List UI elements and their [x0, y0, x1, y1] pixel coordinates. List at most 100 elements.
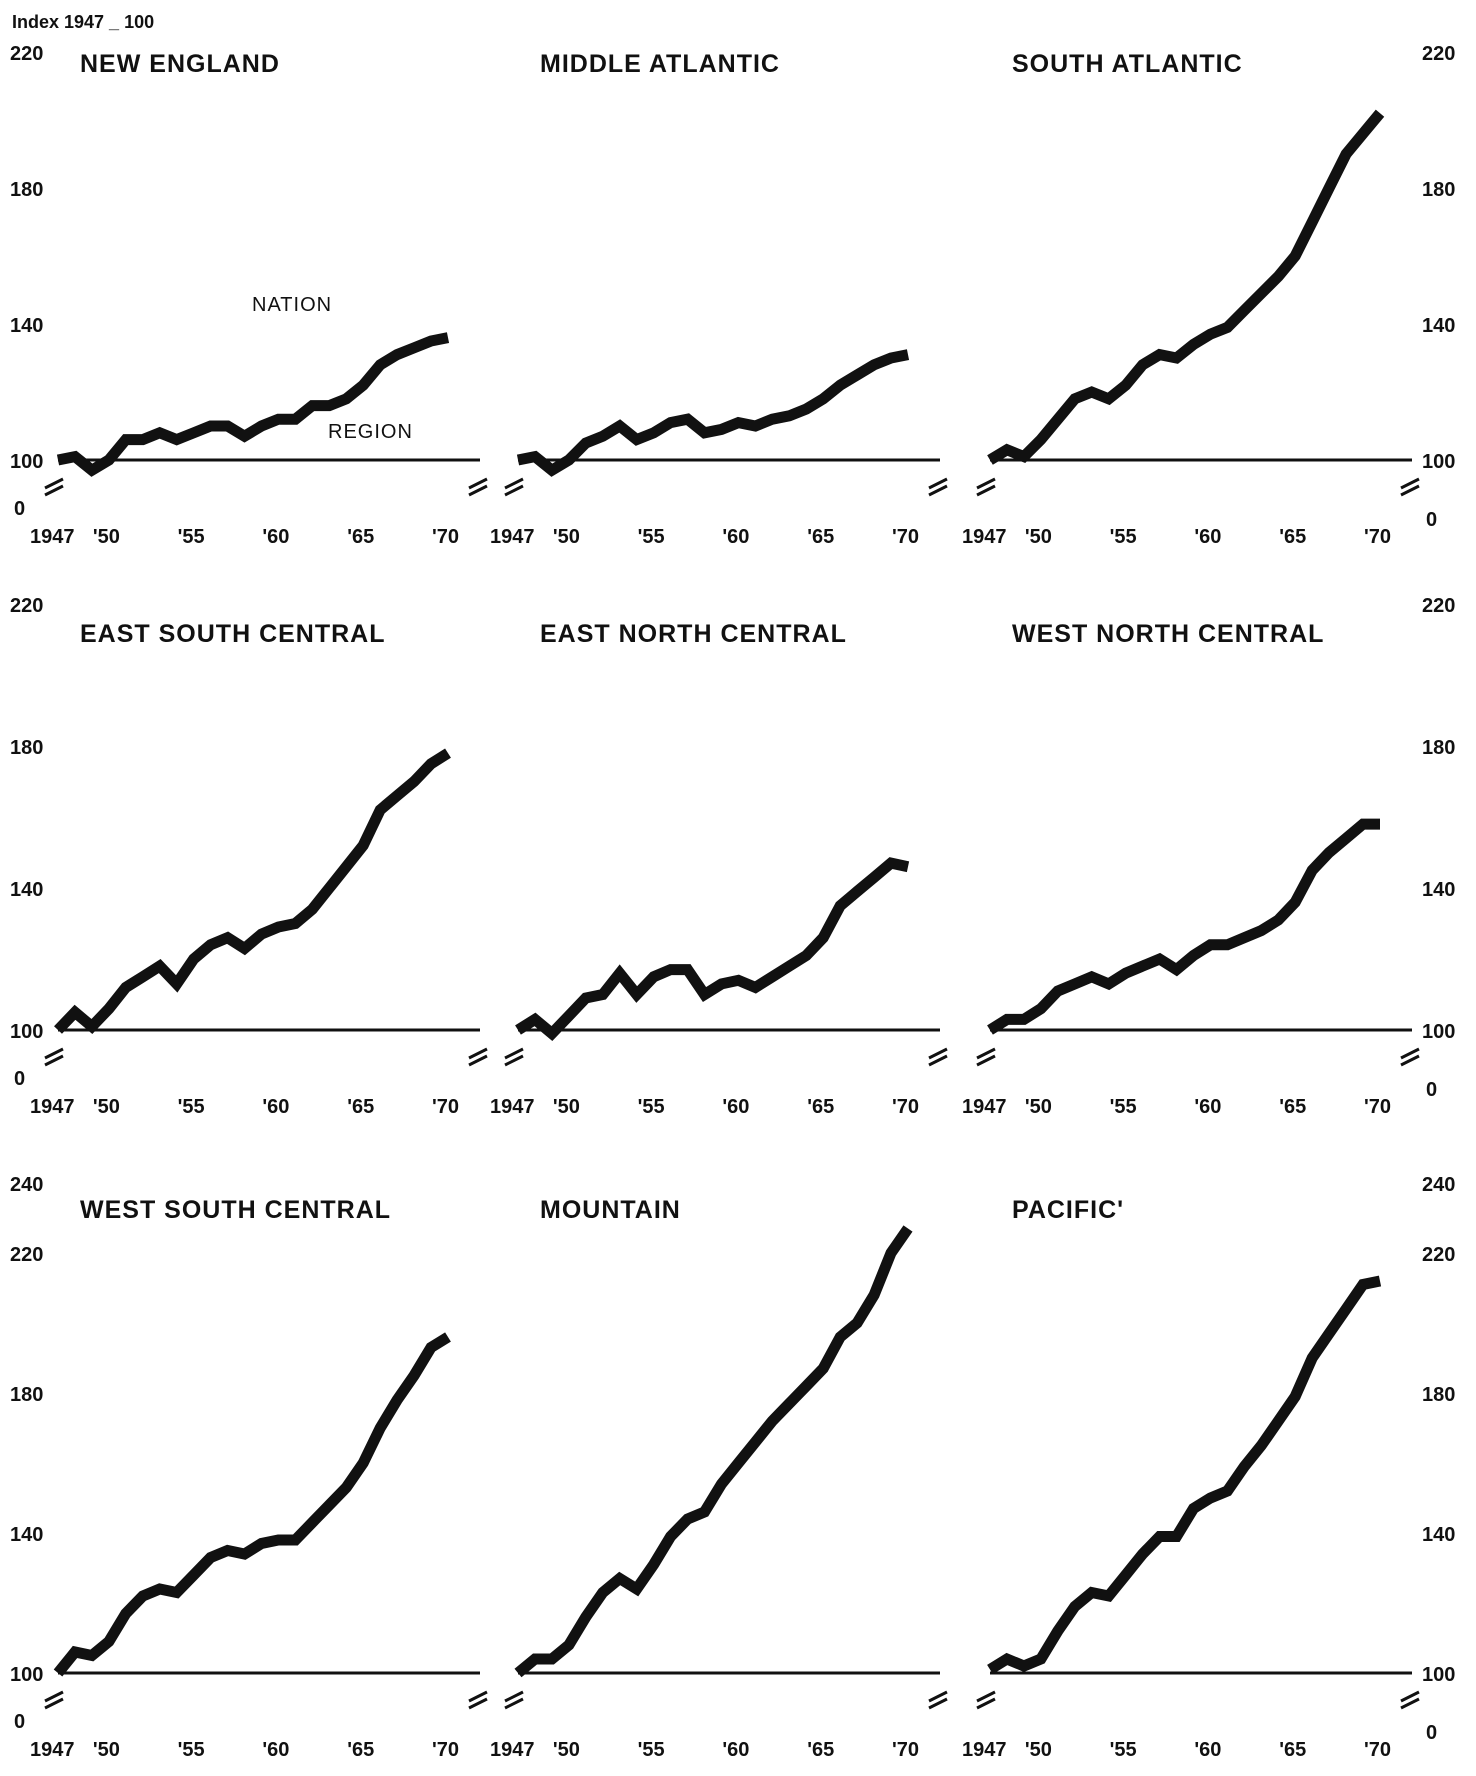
panel-title: SOUTH ATLANTIC	[1012, 50, 1243, 78]
x-tick-label: '60	[1194, 526, 1221, 548]
y-tick-label: 0	[14, 498, 25, 520]
x-tick-label: '60	[722, 526, 749, 548]
region-line	[987, 109, 1385, 465]
y-tick-label: 220	[10, 1244, 43, 1266]
y-tick-label: 140	[10, 1524, 43, 1546]
x-tick-label: '65	[1279, 526, 1306, 548]
panel-title: WEST NORTH CENTRAL	[1012, 620, 1324, 648]
axis-break-mark-left	[504, 477, 524, 497]
x-tick-label: 1947	[30, 1739, 75, 1761]
x-tick-label: '60	[262, 526, 289, 548]
x-tick-label: '70	[432, 1739, 459, 1761]
y-tick-label: 180	[10, 1384, 43, 1406]
x-tick-label: '60	[262, 1739, 289, 1761]
x-tick-label: '65	[1279, 1096, 1306, 1118]
x-tick-label: '55	[638, 1739, 665, 1761]
axis-break-mark-left	[976, 477, 996, 497]
y-tick-label: 140	[10, 879, 43, 901]
x-tick-label: '50	[1025, 1096, 1052, 1118]
x-tick-label: '70	[1364, 1096, 1391, 1118]
x-tick-label: '60	[262, 1096, 289, 1118]
y-tick-label: 0	[1426, 1079, 1437, 1101]
region-line	[516, 349, 910, 477]
index-label: Index 1947 _ 100	[12, 12, 154, 32]
y-tick-label: 0	[14, 1711, 25, 1733]
y-tick-label: 0	[1426, 1722, 1437, 1744]
panel-title: MOUNTAIN	[540, 1196, 681, 1224]
x-tick-label: 1947	[962, 526, 1007, 548]
y-tick-label: 100	[1422, 1021, 1455, 1043]
x-tick-label: '60	[1194, 1739, 1221, 1761]
x-tick-label: '70	[432, 1096, 459, 1118]
region-line	[515, 857, 910, 1042]
x-tick-label: '50	[93, 1739, 120, 1761]
panel-title: NEW ENGLAND	[80, 50, 280, 78]
region-line	[53, 1332, 451, 1677]
y-tick-label: 220	[10, 43, 43, 65]
x-tick-label: '55	[1110, 1096, 1137, 1118]
x-tick-label: '65	[807, 1739, 834, 1761]
x-tick-label: '60	[722, 1739, 749, 1761]
panel-7: WEST SOUTH CENTRAL 1947 '50 '55 '60 '65 '70 100…	[10, 1174, 488, 1761]
x-tick-label: 1947	[962, 1096, 1007, 1118]
y-tick-label: 180	[1422, 179, 1455, 201]
axis-break-mark-left	[976, 1690, 996, 1710]
x-tick-label: '70	[432, 526, 459, 548]
y-tick-label: 140	[1422, 879, 1455, 901]
panel-1: NEW ENGLAND 1947 '50 '55 '60 '65 '70 100 140 180 2…	[10, 43, 488, 548]
y-tick-label: 140	[10, 315, 43, 337]
panel-title: PACIFIC'	[1012, 1196, 1124, 1224]
x-tick-label: 1947	[490, 1739, 535, 1761]
axis-break-mark-left	[504, 1690, 524, 1710]
x-tick-label: 1947	[490, 1096, 535, 1118]
axis-break-mark-left	[976, 1047, 996, 1067]
x-tick-label: '65	[807, 526, 834, 548]
panel-title: EAST SOUTH CENTRAL	[80, 620, 386, 648]
x-tick-label: '70	[892, 1096, 919, 1118]
x-tick-label: '65	[807, 1096, 834, 1118]
y-tick-label: 240	[10, 1174, 43, 1196]
x-tick-label: 1947	[490, 526, 535, 548]
x-tick-label: '50	[553, 1096, 580, 1118]
axis-break-mark-right	[468, 477, 488, 497]
x-tick-label: '50	[93, 526, 120, 548]
x-tick-label: '55	[1110, 1739, 1137, 1761]
x-tick-label: '55	[178, 1739, 205, 1761]
panel-6: WEST NORTH CENTRAL 1947 '50 '55 '60 '65 '70 100…	[962, 595, 1455, 1118]
y-tick-label: 180	[10, 737, 43, 759]
panel-2: MIDDLE ATLANTIC 1947 '50 '55 '60 '65 '70	[490, 50, 948, 548]
axis-break-mark-right	[1400, 477, 1420, 497]
x-tick-label: '55	[638, 1096, 665, 1118]
x-tick-label: '50	[553, 526, 580, 548]
panel-title: EAST NORTH CENTRAL	[540, 620, 847, 648]
x-tick-label: '70	[1364, 1739, 1391, 1761]
axis-break-mark-left	[44, 1047, 64, 1067]
panel-9: PACIFIC' 1947 '50 '55 '60 '65 '70 100 140 180 220 2…	[962, 1174, 1455, 1761]
x-tick-label: 1947	[30, 1096, 75, 1118]
y-tick-label: 180	[1422, 737, 1455, 759]
x-tick-label: '65	[1279, 1739, 1306, 1761]
x-tick-label: 1947	[962, 1739, 1007, 1761]
panel-title: WEST SOUTH CENTRAL	[80, 1196, 391, 1224]
region-annotation: REGION	[328, 421, 413, 443]
axis-break-mark-left	[504, 1047, 524, 1067]
region-line	[987, 818, 1380, 1035]
x-tick-label: '70	[892, 1739, 919, 1761]
x-tick-label: '70	[1364, 526, 1391, 548]
y-tick-label: 0	[1426, 509, 1437, 531]
panel-4: EAST SOUTH CENTRAL 1947 '50 '55 '60 '65 '70 100…	[10, 595, 488, 1118]
x-tick-label: 1947	[30, 526, 75, 548]
y-tick-label: 100	[10, 451, 43, 473]
axis-break-mark-right	[928, 1047, 948, 1067]
nation-annotation: NATION	[252, 294, 332, 316]
x-tick-label: '60	[722, 1096, 749, 1118]
y-tick-label: 100	[10, 1021, 43, 1043]
region-line	[54, 748, 451, 1035]
y-tick-label: 180	[10, 179, 43, 201]
y-tick-label: 140	[1422, 1524, 1455, 1546]
y-tick-label: 100	[1422, 1664, 1455, 1686]
panel-title: MIDDLE ATLANTIC	[540, 50, 780, 78]
x-tick-label: '50	[553, 1739, 580, 1761]
x-tick-label: '55	[178, 1096, 205, 1118]
